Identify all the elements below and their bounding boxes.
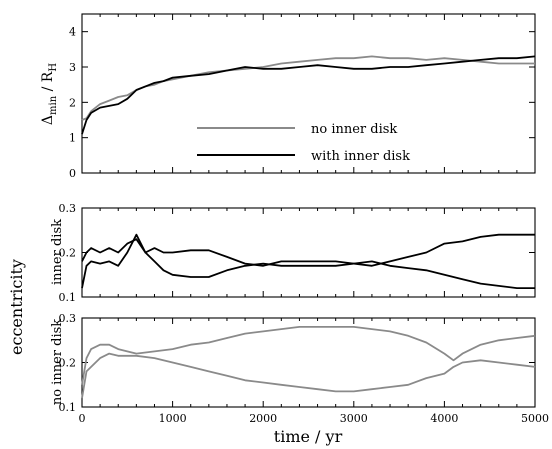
x-tick-label: 5000	[521, 412, 549, 425]
x-tick-label: 4000	[430, 412, 458, 425]
series-1-line	[81, 352, 536, 399]
series-0-line	[81, 233, 535, 267]
shared-ylabel: eccentricity	[7, 259, 26, 355]
y-tick-label: 0.3	[59, 202, 77, 215]
top-panel-frame	[81, 13, 536, 174]
y-tick-label: 0.1	[59, 291, 77, 304]
legend-label-no-inner-disk: no inner disk	[311, 122, 397, 137]
y-tick-label: 0.1	[59, 401, 77, 414]
y-tick-label: 2	[69, 96, 76, 109]
with-inner-disk-line	[81, 55, 536, 135]
bottom-ylabel: no inner disk	[50, 319, 65, 405]
y-tick-label: 1	[69, 132, 76, 145]
x-axis-label: time / yr	[274, 427, 343, 446]
series-0-line	[81, 325, 536, 385]
y-tick-label: 0.2	[59, 357, 77, 370]
middle-panel-frame	[81, 207, 536, 298]
x-tick-label: 0	[79, 412, 86, 425]
y-tick-label: 3	[69, 61, 76, 74]
series-1-line	[81, 233, 535, 290]
x-tick-label: 1000	[159, 412, 187, 425]
x-tick-label: 2000	[249, 412, 277, 425]
y-tick-label: 0.2	[59, 247, 77, 260]
x-tick-label: 3000	[340, 412, 368, 425]
top-ylabel: Δmin / RH	[40, 63, 59, 125]
y-tick-label: 0.3	[59, 312, 77, 325]
y-tick-label: 0	[69, 167, 76, 180]
y-tick-label: 4	[69, 26, 76, 39]
legend-label-with-inner-disk: with inner disk	[311, 149, 410, 164]
middle-ylabel: inner disk	[50, 219, 65, 285]
